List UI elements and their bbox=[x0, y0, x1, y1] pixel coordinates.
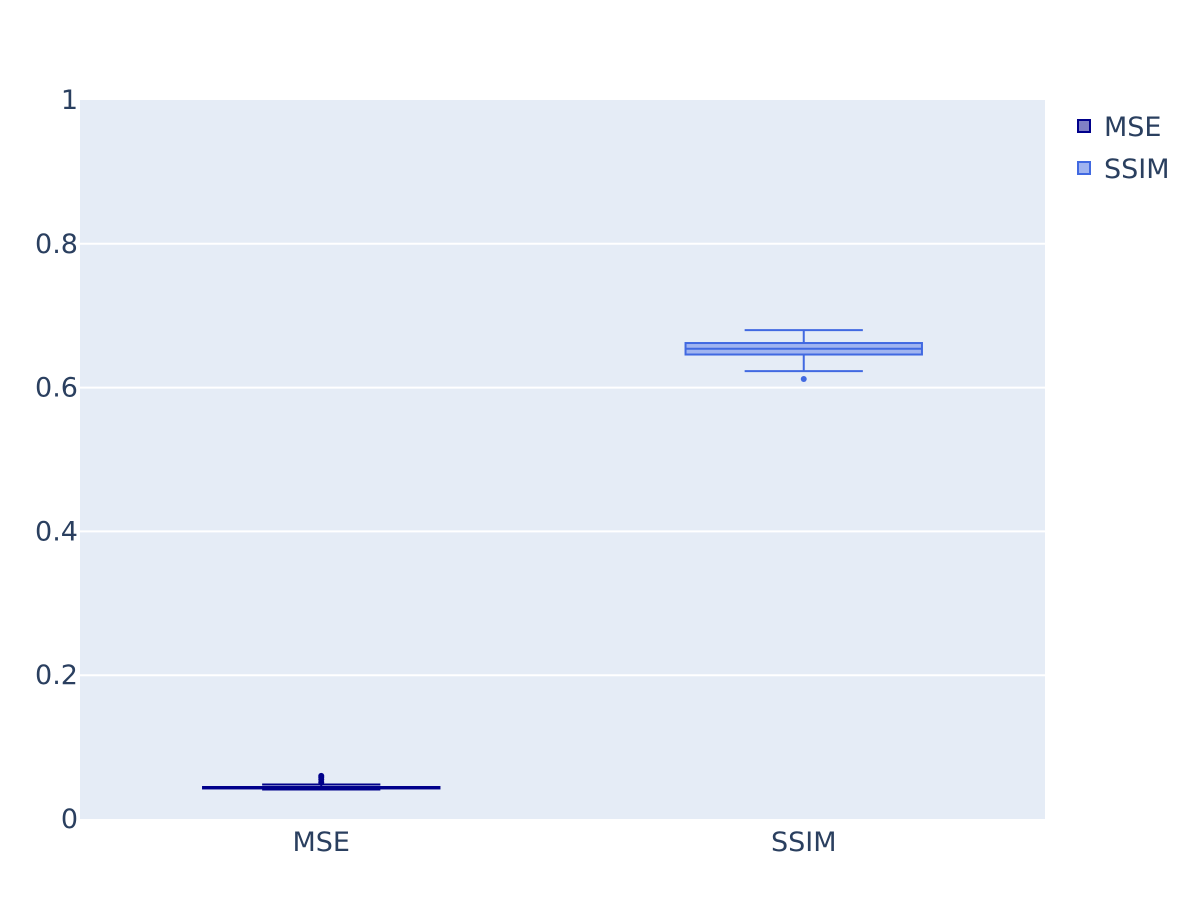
legend-swatch bbox=[1077, 161, 1091, 175]
y-tick-label: 0 bbox=[61, 804, 78, 835]
y-axis-ticks: 0 0.2 0.4 0.6 0.8 1 bbox=[35, 85, 78, 835]
outlier-point bbox=[800, 375, 807, 382]
legend-item-mse[interactable]: MSE bbox=[1077, 112, 1162, 143]
legend-label: MSE bbox=[1104, 112, 1162, 143]
legend-swatch bbox=[1077, 119, 1091, 133]
boxes bbox=[202, 329, 923, 791]
grid-lines bbox=[80, 242, 1045, 677]
y-tick-label: 1 bbox=[61, 85, 78, 116]
y-tick-label: 0.6 bbox=[35, 373, 78, 404]
y-tick-label: 0.2 bbox=[35, 660, 78, 691]
legend-item-ssim[interactable]: SSIM bbox=[1077, 154, 1170, 185]
x-axis-ticks: MSE SSIM bbox=[293, 827, 837, 858]
outlier-point bbox=[318, 772, 325, 779]
box-ssim bbox=[684, 329, 923, 382]
box-mse bbox=[202, 772, 441, 791]
y-tick-label: 0.4 bbox=[35, 516, 78, 547]
y-tick-label: 0.8 bbox=[35, 229, 78, 260]
legend[interactable]: MSE SSIM bbox=[1077, 112, 1170, 185]
x-tick-label: SSIM bbox=[771, 827, 837, 858]
plot-background bbox=[80, 100, 1045, 819]
x-tick-label: MSE bbox=[293, 827, 351, 858]
legend-label: SSIM bbox=[1104, 154, 1170, 185]
